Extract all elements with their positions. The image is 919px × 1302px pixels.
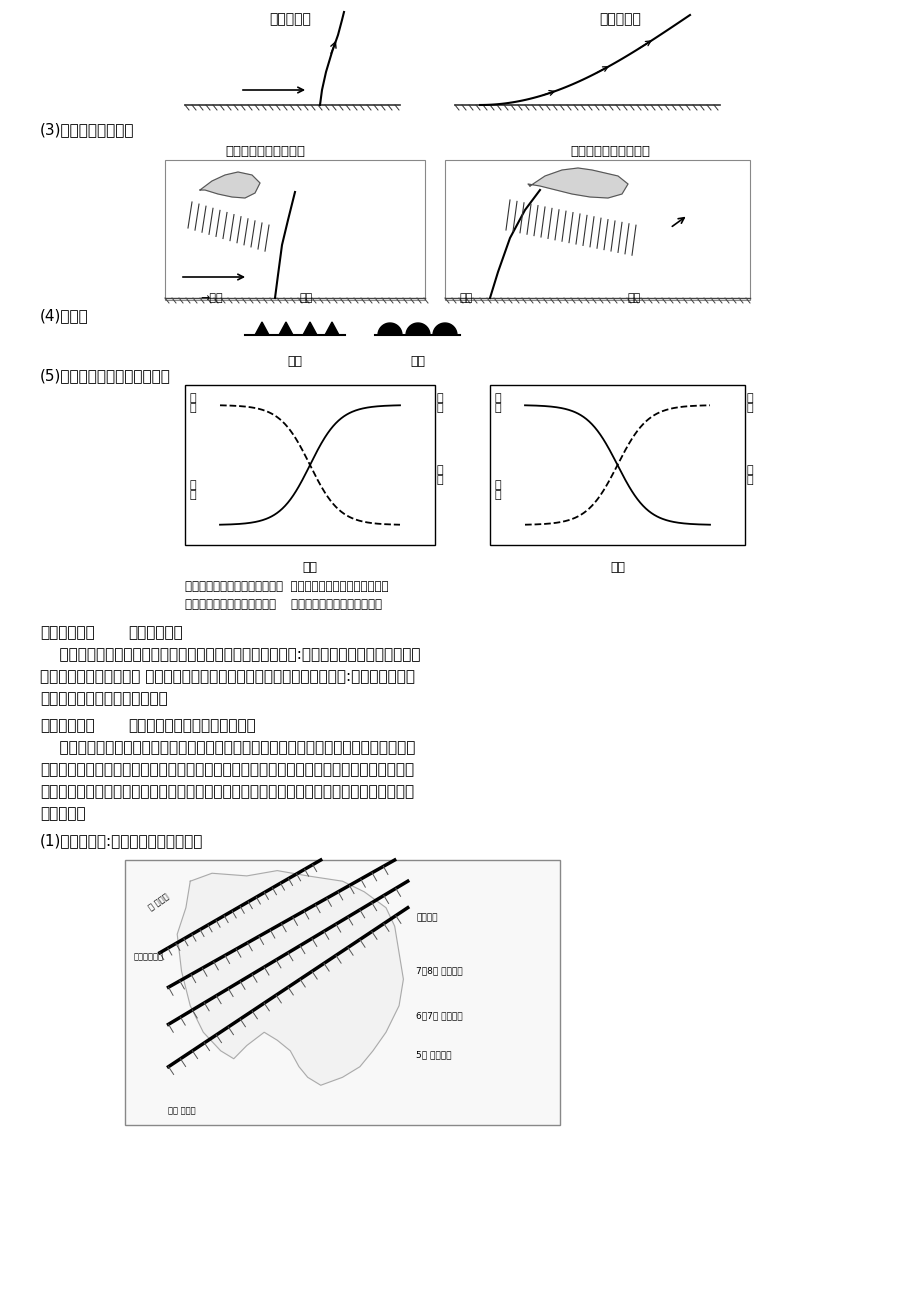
- Text: (3)看雨区范围及位置: (3)看雨区范围及位置: [40, 122, 134, 137]
- Text: 气: 气: [494, 480, 501, 490]
- Text: 部的旱涝灾害，因此是我国季风区的重要大气系统，对人们的生产生活有较大影响，应予以足: 部的旱涝灾害，因此是我国季风区的重要大气系统，对人们的生产生活有较大影响，应予以…: [40, 784, 414, 799]
- Text: 暖锋：雨区宽，在锋前: 暖锋：雨区宽，在锋前: [570, 145, 650, 158]
- Text: 雨带位置: 雨带位置: [416, 913, 437, 922]
- Text: 5月 华南地区: 5月 华南地区: [416, 1051, 451, 1060]
- Text: 冷锋：雨区窄，在锋后: 冷锋：雨区窄，在锋后: [225, 145, 305, 158]
- Text: 时间: 时间: [302, 561, 317, 574]
- Text: 气: 气: [437, 465, 443, 475]
- Text: 气状态和大气现象的综合 而气候是在某一时段内大量天气过程的综合。联系:气象要素的各种: 气状态和大气现象的综合 而气候是在某一时段内大量天气过程的综合。联系:气象要素的…: [40, 669, 414, 684]
- Polygon shape: [433, 323, 457, 335]
- Text: 压: 压: [437, 475, 443, 486]
- Text: 温: 温: [437, 404, 443, 413]
- Text: 统计量是表述气候的基本依据。: 统计量是表述气候的基本依据。: [40, 691, 167, 706]
- Text: 天气与气候不是同一个概念，它们既有区别又有联系。区别:天气是指某一地区短时间内大: 天气与气候不是同一个概念，它们既有区别又有联系。区别:天气是指某一地区短时间内大: [40, 647, 420, 661]
- Polygon shape: [199, 172, 260, 198]
- Text: (1)锋面的移动:锋面雨带移动的结果。: (1)锋面的移动:锋面雨带移动的结果。: [40, 833, 203, 848]
- Text: 压: 压: [494, 404, 501, 413]
- Text: 够的重视。: 够的重视。: [40, 806, 85, 822]
- Text: 7，8月 北方地区: 7，8月 北方地区: [416, 966, 462, 975]
- Text: 湿热 夏季风: 湿热 夏季风: [168, 1107, 196, 1116]
- Text: 【拓展研究】: 【拓展研究】: [40, 717, 95, 733]
- Text: 冷 冬季风: 冷 冬季风: [147, 892, 170, 913]
- Text: 锋后: 锋后: [460, 293, 472, 303]
- Text: 由于锋面在我国东部有规律的南北移动，使降水有规律的南北变动。某些年份的异常会导致东: 由于锋面在我国东部有规律的南北移动，使降水有规律的南北变动。某些年份的异常会导致…: [40, 762, 414, 777]
- Text: →锋后: →锋后: [199, 293, 222, 303]
- Text: 【易错提醒】: 【易错提醒】: [40, 625, 95, 641]
- Polygon shape: [528, 168, 628, 198]
- Text: 锋前: 锋前: [628, 293, 641, 303]
- Text: 暖锋：坡缓: 暖锋：坡缓: [598, 12, 641, 26]
- Text: 压: 压: [746, 404, 753, 413]
- Text: 气: 气: [494, 393, 501, 404]
- Text: 冷锋：坡陡: 冷锋：坡陡: [268, 12, 311, 26]
- Text: 过境后：气温降低，气压升高    过境后：气温升高，气压降低: 过境后：气温降低，气压升高 过境后：气温升高，气压降低: [185, 598, 381, 611]
- Text: 冷锋：过境前：气温高，气压低  暖锋：过境前：气温低，气压高: 冷锋：过境前：气温高，气压低 暖锋：过境前：气温低，气压高: [185, 579, 388, 592]
- Text: 气: 气: [746, 465, 753, 475]
- Bar: [165, 160, 425, 299]
- Text: 我国大部分地区处在中纬度，是冷暖气流交锋的重要场所，所以我国锋面活动非常活跃。: 我国大部分地区处在中纬度，是冷暖气流交锋的重要场所，所以我国锋面活动非常活跃。: [40, 740, 414, 755]
- Text: 温: 温: [746, 475, 753, 486]
- Text: 天气就是气候: 天气就是气候: [128, 625, 183, 641]
- Polygon shape: [378, 323, 402, 335]
- Text: 时间: 时间: [609, 561, 624, 574]
- Text: 锋面对我国东部地区降水的影响: 锋面对我国东部地区降水的影响: [128, 717, 255, 733]
- Text: 气: 气: [190, 480, 197, 490]
- Text: 6，7月 江淮地区: 6，7月 江淮地区: [416, 1012, 462, 1019]
- Bar: [445, 160, 749, 299]
- Text: 压: 压: [190, 490, 197, 500]
- Bar: [125, 861, 560, 1125]
- Text: 锋前: 锋前: [300, 293, 312, 303]
- Bar: [185, 385, 435, 546]
- Text: (5)看过境前后气压、气温变化: (5)看过境前后气压、气温变化: [40, 368, 171, 383]
- Polygon shape: [405, 323, 429, 335]
- Text: 气: 气: [437, 393, 443, 404]
- Polygon shape: [278, 322, 292, 335]
- Text: (4)看符号: (4)看符号: [40, 309, 88, 323]
- Polygon shape: [324, 322, 338, 335]
- Text: 暖锋: 暖锋: [410, 355, 425, 368]
- Polygon shape: [177, 871, 403, 1086]
- Text: 气: 气: [746, 393, 753, 404]
- Polygon shape: [255, 322, 268, 335]
- Text: 温: 温: [494, 490, 501, 500]
- Polygon shape: [302, 322, 317, 335]
- Text: 年降水量递减: 年降水量递减: [133, 953, 164, 962]
- Text: 温: 温: [190, 404, 197, 413]
- Text: 气: 气: [190, 393, 197, 404]
- Text: 冷锋: 冷锋: [287, 355, 302, 368]
- Bar: [490, 385, 744, 546]
